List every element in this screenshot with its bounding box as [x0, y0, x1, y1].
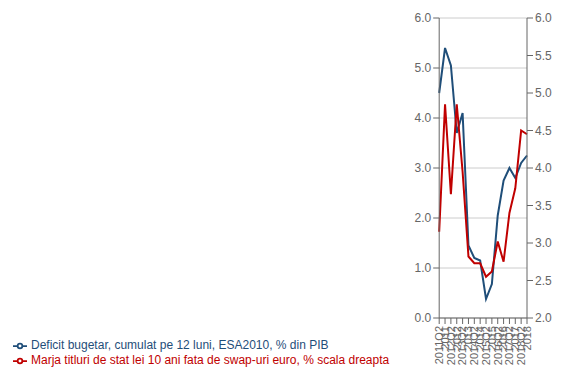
html-text:Deficit bugetar, cumulat pe 12: Deficit bugetar, cumulat pe 12 luni, ESA… — [31, 338, 329, 353]
svg-text:5.0: 5.0 — [535, 86, 552, 100]
svg-text:2018: 2018 — [521, 326, 533, 350]
svg-text:3.0: 3.0 — [415, 161, 432, 175]
svg-text:2.5: 2.5 — [535, 274, 552, 288]
svg-text:2.0: 2.0 — [415, 211, 432, 225]
svg-text:4.0: 4.0 — [535, 161, 552, 175]
svg-text:3.5: 3.5 — [535, 199, 552, 213]
svg-text:0.0: 0.0 — [415, 311, 432, 325]
svg-text:6.0: 6.0 — [535, 11, 552, 25]
svg-text:2.0: 2.0 — [535, 311, 552, 325]
html-text:Marja titluri de stat lei 10 a: Marja titluri de stat lei 10 ani fata de… — [31, 353, 390, 368]
svg-text:1.0: 1.0 — [415, 261, 432, 275]
svg-text:4.5: 4.5 — [535, 124, 552, 138]
svg-text:4.0: 4.0 — [415, 111, 432, 125]
svg-text:3.0: 3.0 — [535, 236, 552, 250]
svg-text:5.0: 5.0 — [415, 61, 432, 75]
svg-text:5.5: 5.5 — [535, 49, 552, 63]
svg-text:6.0: 6.0 — [415, 11, 432, 25]
